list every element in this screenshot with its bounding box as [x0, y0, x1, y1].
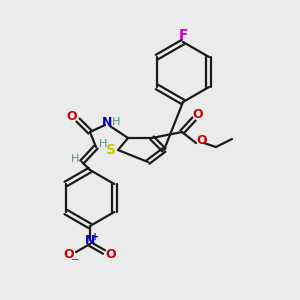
Text: O: O — [67, 110, 77, 122]
Text: H: H — [112, 117, 120, 127]
Text: O: O — [64, 248, 74, 262]
Text: O: O — [193, 109, 203, 122]
Text: S: S — [106, 143, 116, 157]
Text: +: + — [91, 232, 99, 242]
Text: H: H — [71, 154, 79, 164]
Text: F: F — [178, 28, 188, 42]
Text: −: − — [71, 255, 79, 265]
Text: N: N — [85, 235, 95, 248]
Text: O: O — [197, 134, 207, 148]
Text: H: H — [99, 139, 107, 149]
Text: N: N — [102, 116, 112, 128]
Text: O: O — [106, 248, 116, 262]
